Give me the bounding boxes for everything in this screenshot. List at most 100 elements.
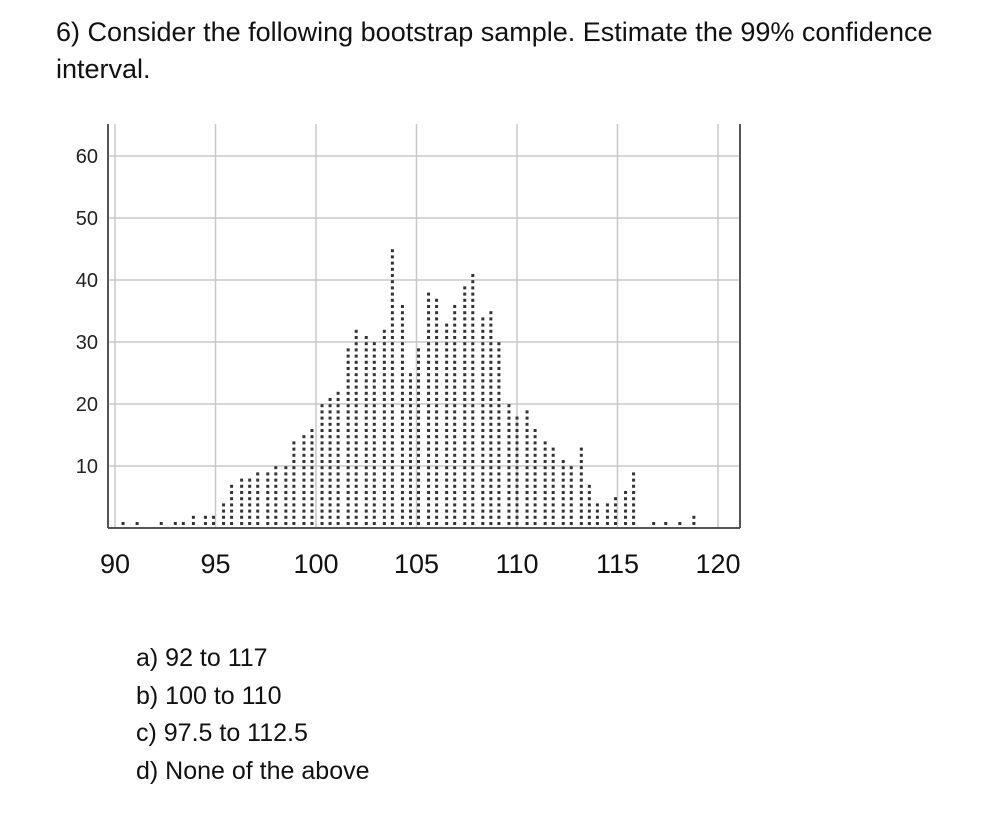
data-dot xyxy=(489,460,493,463)
data-dot xyxy=(435,453,439,457)
data-dot xyxy=(471,435,475,439)
data-dot xyxy=(507,447,511,451)
data-dot xyxy=(481,342,485,346)
data-dot xyxy=(354,391,358,395)
data-dot xyxy=(587,497,591,501)
data-dot xyxy=(427,342,431,346)
data-dot xyxy=(181,522,185,525)
data-dot xyxy=(445,348,449,352)
data-dot xyxy=(453,385,457,389)
data-dot xyxy=(427,348,431,352)
data-dot xyxy=(453,429,457,432)
data-dot xyxy=(489,410,493,414)
data-dot xyxy=(515,472,519,476)
data-dot xyxy=(354,398,358,401)
data-dot xyxy=(427,329,431,333)
data-dot xyxy=(427,336,431,339)
data-dot xyxy=(445,515,449,519)
data-dot xyxy=(408,391,412,395)
data-dot xyxy=(390,522,394,525)
dot-stack xyxy=(692,515,696,525)
data-dot xyxy=(230,484,234,488)
data-dot xyxy=(417,484,421,488)
data-dot xyxy=(489,515,493,519)
dot-stack xyxy=(248,478,252,525)
data-dot xyxy=(382,515,386,519)
data-dot xyxy=(579,509,583,513)
data-dot xyxy=(400,416,404,420)
data-dot xyxy=(605,515,609,519)
data-dot xyxy=(497,453,501,457)
data-dot xyxy=(346,447,350,451)
data-dot xyxy=(328,460,332,463)
data-dot xyxy=(453,472,457,476)
data-dot xyxy=(382,329,386,333)
choice-c[interactable]: c) 97.5 to 112.5 xyxy=(136,719,308,747)
data-dot xyxy=(497,484,501,488)
data-dot xyxy=(463,478,467,482)
data-dot xyxy=(400,354,404,358)
data-dot xyxy=(533,503,537,507)
data-dot xyxy=(417,379,421,383)
data-dot xyxy=(427,385,431,389)
data-dot xyxy=(346,484,350,488)
data-dot xyxy=(390,422,394,426)
data-dot xyxy=(435,435,439,439)
data-dot xyxy=(533,435,537,439)
choice-b[interactable]: b) 100 to 110 xyxy=(136,681,282,710)
data-dot xyxy=(435,509,439,513)
data-dot xyxy=(310,466,314,470)
data-dot xyxy=(445,336,449,339)
data-dot xyxy=(533,447,537,451)
data-dot xyxy=(632,478,636,482)
x-tick-label: 105 xyxy=(394,549,439,579)
data-dot xyxy=(408,416,412,420)
data-dot xyxy=(346,472,350,476)
data-dot xyxy=(471,354,475,358)
choice-a[interactable]: a) 92 to 117 xyxy=(136,644,268,672)
data-dot xyxy=(471,385,475,389)
data-dot xyxy=(471,503,475,507)
data-dot xyxy=(497,348,501,352)
data-dot xyxy=(382,466,386,470)
y-tick-label: 30 xyxy=(76,332,98,354)
data-dot xyxy=(382,491,386,494)
choice-d[interactable]: d) None of the above xyxy=(136,756,370,785)
data-dot xyxy=(320,410,324,414)
data-dot xyxy=(400,441,404,445)
data-dot xyxy=(471,453,475,457)
data-dot xyxy=(328,503,332,507)
data-dot xyxy=(284,472,288,476)
data-dot xyxy=(497,435,501,439)
data-dot xyxy=(445,460,449,463)
dot-stack xyxy=(445,323,449,525)
data-dot xyxy=(292,453,296,457)
data-dot xyxy=(292,491,296,494)
data-dot xyxy=(427,472,431,476)
data-dot xyxy=(390,311,394,315)
data-dot xyxy=(445,367,449,370)
data-dot xyxy=(266,509,270,513)
data-dot xyxy=(489,497,493,501)
data-dot xyxy=(400,398,404,401)
data-dot xyxy=(408,385,412,389)
data-dot xyxy=(427,515,431,519)
data-dot xyxy=(463,305,467,308)
data-dot xyxy=(390,373,394,377)
dot-stack xyxy=(354,329,358,525)
data-dot xyxy=(435,478,439,482)
data-dot xyxy=(354,435,358,439)
data-dot xyxy=(320,472,324,476)
data-dot xyxy=(390,267,394,271)
data-dot xyxy=(390,286,394,290)
data-dot xyxy=(489,348,493,352)
data-dot xyxy=(302,466,306,470)
data-dot xyxy=(382,522,386,525)
data-dot xyxy=(400,435,404,439)
data-dot xyxy=(445,323,449,327)
data-dot xyxy=(471,298,475,302)
data-dot xyxy=(507,441,511,445)
data-dot xyxy=(248,503,252,507)
data-dot xyxy=(292,441,296,445)
data-dot xyxy=(400,385,404,389)
